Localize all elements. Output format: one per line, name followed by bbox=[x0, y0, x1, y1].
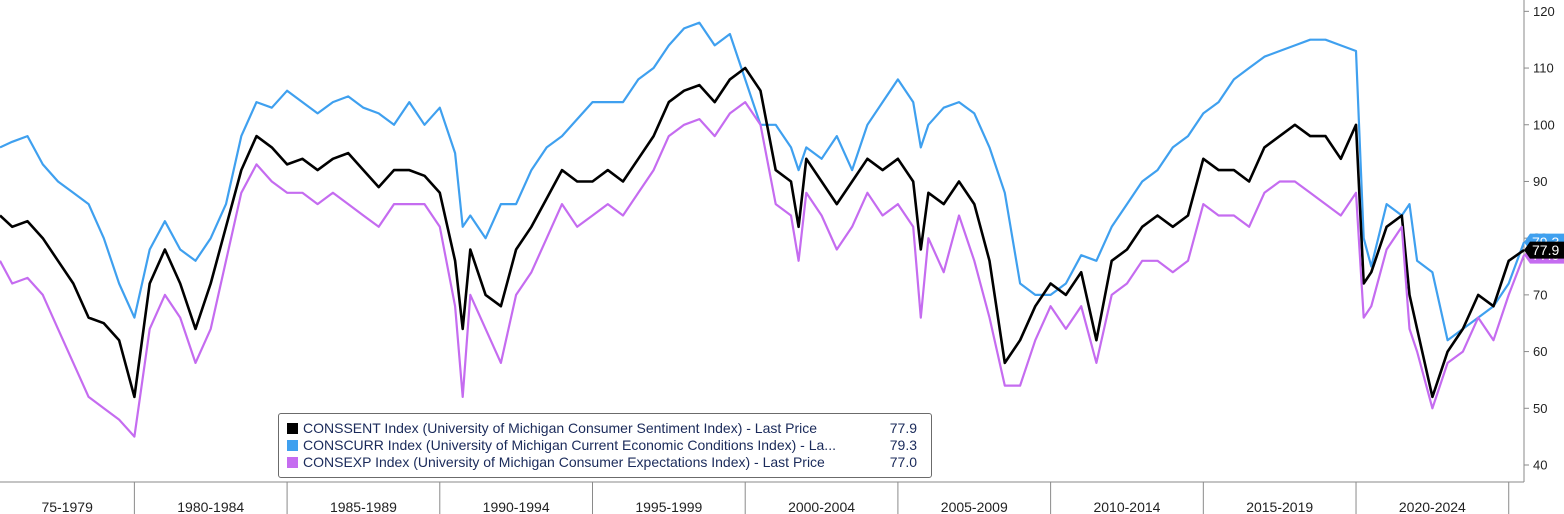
legend: CONSSENT Index (University of Michigan C… bbox=[278, 413, 932, 478]
legend-swatch-current bbox=[287, 440, 298, 451]
series-line-expectations bbox=[0, 100, 1526, 438]
x-axis: 75-1979 1980-1984 1985-1989 1990-1994 1995-1… bbox=[0, 481, 1524, 514]
legend-label-expectations: CONSEXP Index (University of Michigan Co… bbox=[303, 454, 825, 470]
legend-label-sentiment: CONSSENT Index (University of Michigan C… bbox=[303, 420, 818, 436]
y-tick-label: 100 bbox=[1533, 117, 1555, 132]
legend-value-sentiment: 77.9 bbox=[889, 420, 917, 436]
x-tick-label: 1995-1999 bbox=[635, 499, 702, 514]
x-tick-label: 2005-2009 bbox=[941, 499, 1008, 514]
x-tick-label: 1985-1989 bbox=[330, 499, 397, 514]
legend-value-expectations: 77.0 bbox=[889, 454, 917, 470]
legend-item-current: CONSCURR Index (University of Michigan C… bbox=[287, 437, 923, 454]
y-tick-label: 110 bbox=[1533, 61, 1554, 76]
x-tick-label: 1980-1984 bbox=[177, 499, 244, 514]
last-value-text-sentiment: 77.9 bbox=[1532, 242, 1559, 258]
y-tick-label: 70 bbox=[1533, 287, 1547, 302]
legend-item-expectations: CONSEXP Index (University of Michigan Co… bbox=[287, 454, 923, 471]
series-layer bbox=[0, 21, 1526, 438]
y-tick-label: 50 bbox=[1533, 401, 1547, 416]
legend-item-sentiment: CONSSENT Index (University of Michigan C… bbox=[287, 420, 923, 437]
x-tick-label: 2015-2019 bbox=[1246, 499, 1313, 514]
series-line-sentiment bbox=[0, 66, 1525, 399]
series-line-current bbox=[0, 21, 1526, 342]
y-tick-label: 60 bbox=[1533, 344, 1547, 359]
legend-swatch-sentiment bbox=[287, 423, 298, 434]
y-tick-label: 120 bbox=[1533, 4, 1555, 19]
last-value-tags: 79.377.077.9 bbox=[1524, 233, 1564, 264]
y-tick-label: 40 bbox=[1533, 457, 1547, 472]
x-tick-label: 2000-2004 bbox=[788, 499, 855, 514]
y-tick-label: 90 bbox=[1533, 174, 1547, 189]
legend-value-current: 79.3 bbox=[889, 437, 917, 453]
x-tick-label: 2020-2024 bbox=[1399, 499, 1466, 514]
x-tick-label: 2010-2014 bbox=[1093, 499, 1160, 514]
x-tick-label: 75-1979 bbox=[41, 499, 93, 514]
x-tick-label: 1990-1994 bbox=[483, 499, 550, 514]
legend-label-current: CONSCURR Index (University of Michigan C… bbox=[303, 437, 836, 453]
legend-swatch-expectations bbox=[287, 457, 298, 468]
last-value-tag-sentiment bbox=[1524, 241, 1564, 259]
